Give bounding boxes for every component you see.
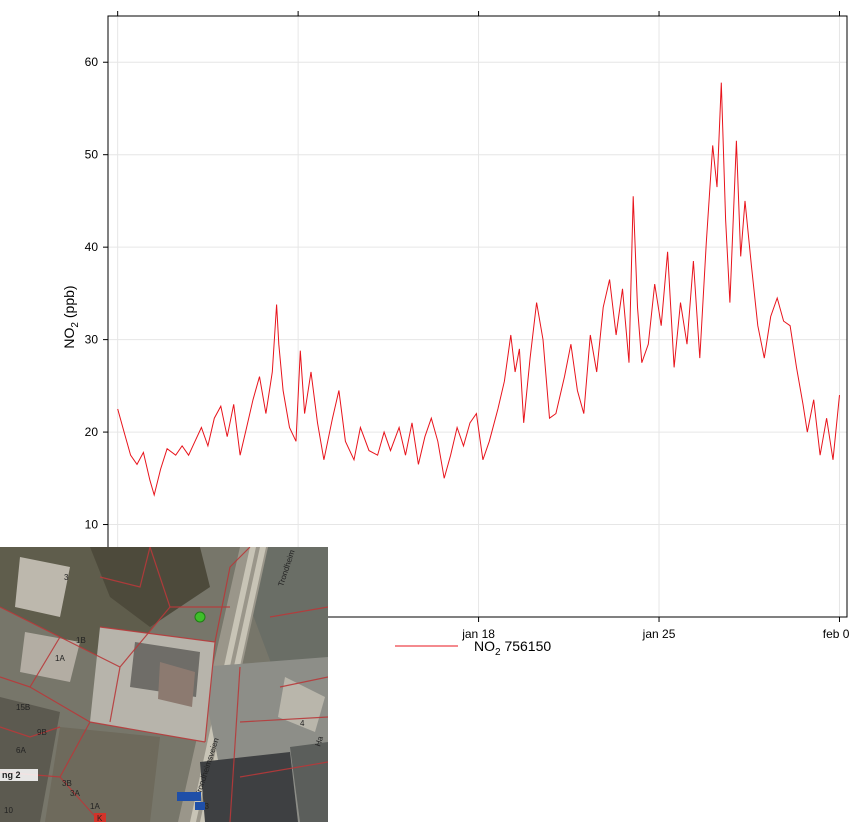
y-tick-labels: 0102030405060: [85, 55, 99, 624]
location-marker-icon: [194, 611, 206, 623]
map-marker-badge: [94, 813, 106, 822]
svg-text:Ha: Ha: [313, 735, 325, 748]
y-tick-label: 20: [85, 425, 99, 439]
svg-text:6A: 6A: [16, 746, 26, 755]
x-tick-label: jan 18: [461, 627, 495, 641]
svg-text:9B: 9B: [37, 728, 47, 737]
grid-lines: [108, 16, 847, 618]
y-tick-label: 40: [85, 240, 99, 254]
legend: NO2 756150: [395, 638, 551, 658]
y-tick-label: 60: [85, 55, 99, 69]
svg-text:1A: 1A: [55, 654, 65, 663]
svg-text:3A: 3A: [70, 789, 80, 798]
y-tick-label: 30: [85, 333, 99, 347]
y-axis-label: NO2 (ppb): [61, 285, 81, 348]
series-line-no2-756150: [117, 82, 840, 497]
y-tick-label: 50: [85, 148, 99, 162]
bus-stop-icon: [177, 792, 201, 801]
x-tick-label: jan 25: [642, 627, 676, 641]
y-tick-label: 10: [85, 518, 99, 532]
svg-text:15B: 15B: [16, 703, 30, 712]
svg-text:K: K: [97, 814, 103, 822]
svg-text:1A: 1A: [90, 802, 100, 811]
aerial-map-image: Trondheimsveien Trondheim Ha 3 1B 1A 15B…: [0, 547, 328, 822]
x-tick-label: feb 01: [823, 627, 849, 641]
svg-text:ng 2: ng 2: [2, 770, 21, 780]
svg-text:3B: 3B: [62, 779, 72, 788]
legend-label: NO2 756150: [474, 638, 551, 658]
axis-ticks: [103, 11, 840, 622]
plot-frame: [107, 15, 848, 618]
aerial-map-inset: Trondheimsveien Trondheim Ha 3 1B 1A 15B…: [0, 547, 328, 822]
svg-text:3: 3: [64, 573, 69, 582]
svg-text:1B: 1B: [76, 636, 86, 645]
svg-text:4: 4: [300, 719, 305, 728]
svg-text:10: 10: [4, 806, 13, 815]
